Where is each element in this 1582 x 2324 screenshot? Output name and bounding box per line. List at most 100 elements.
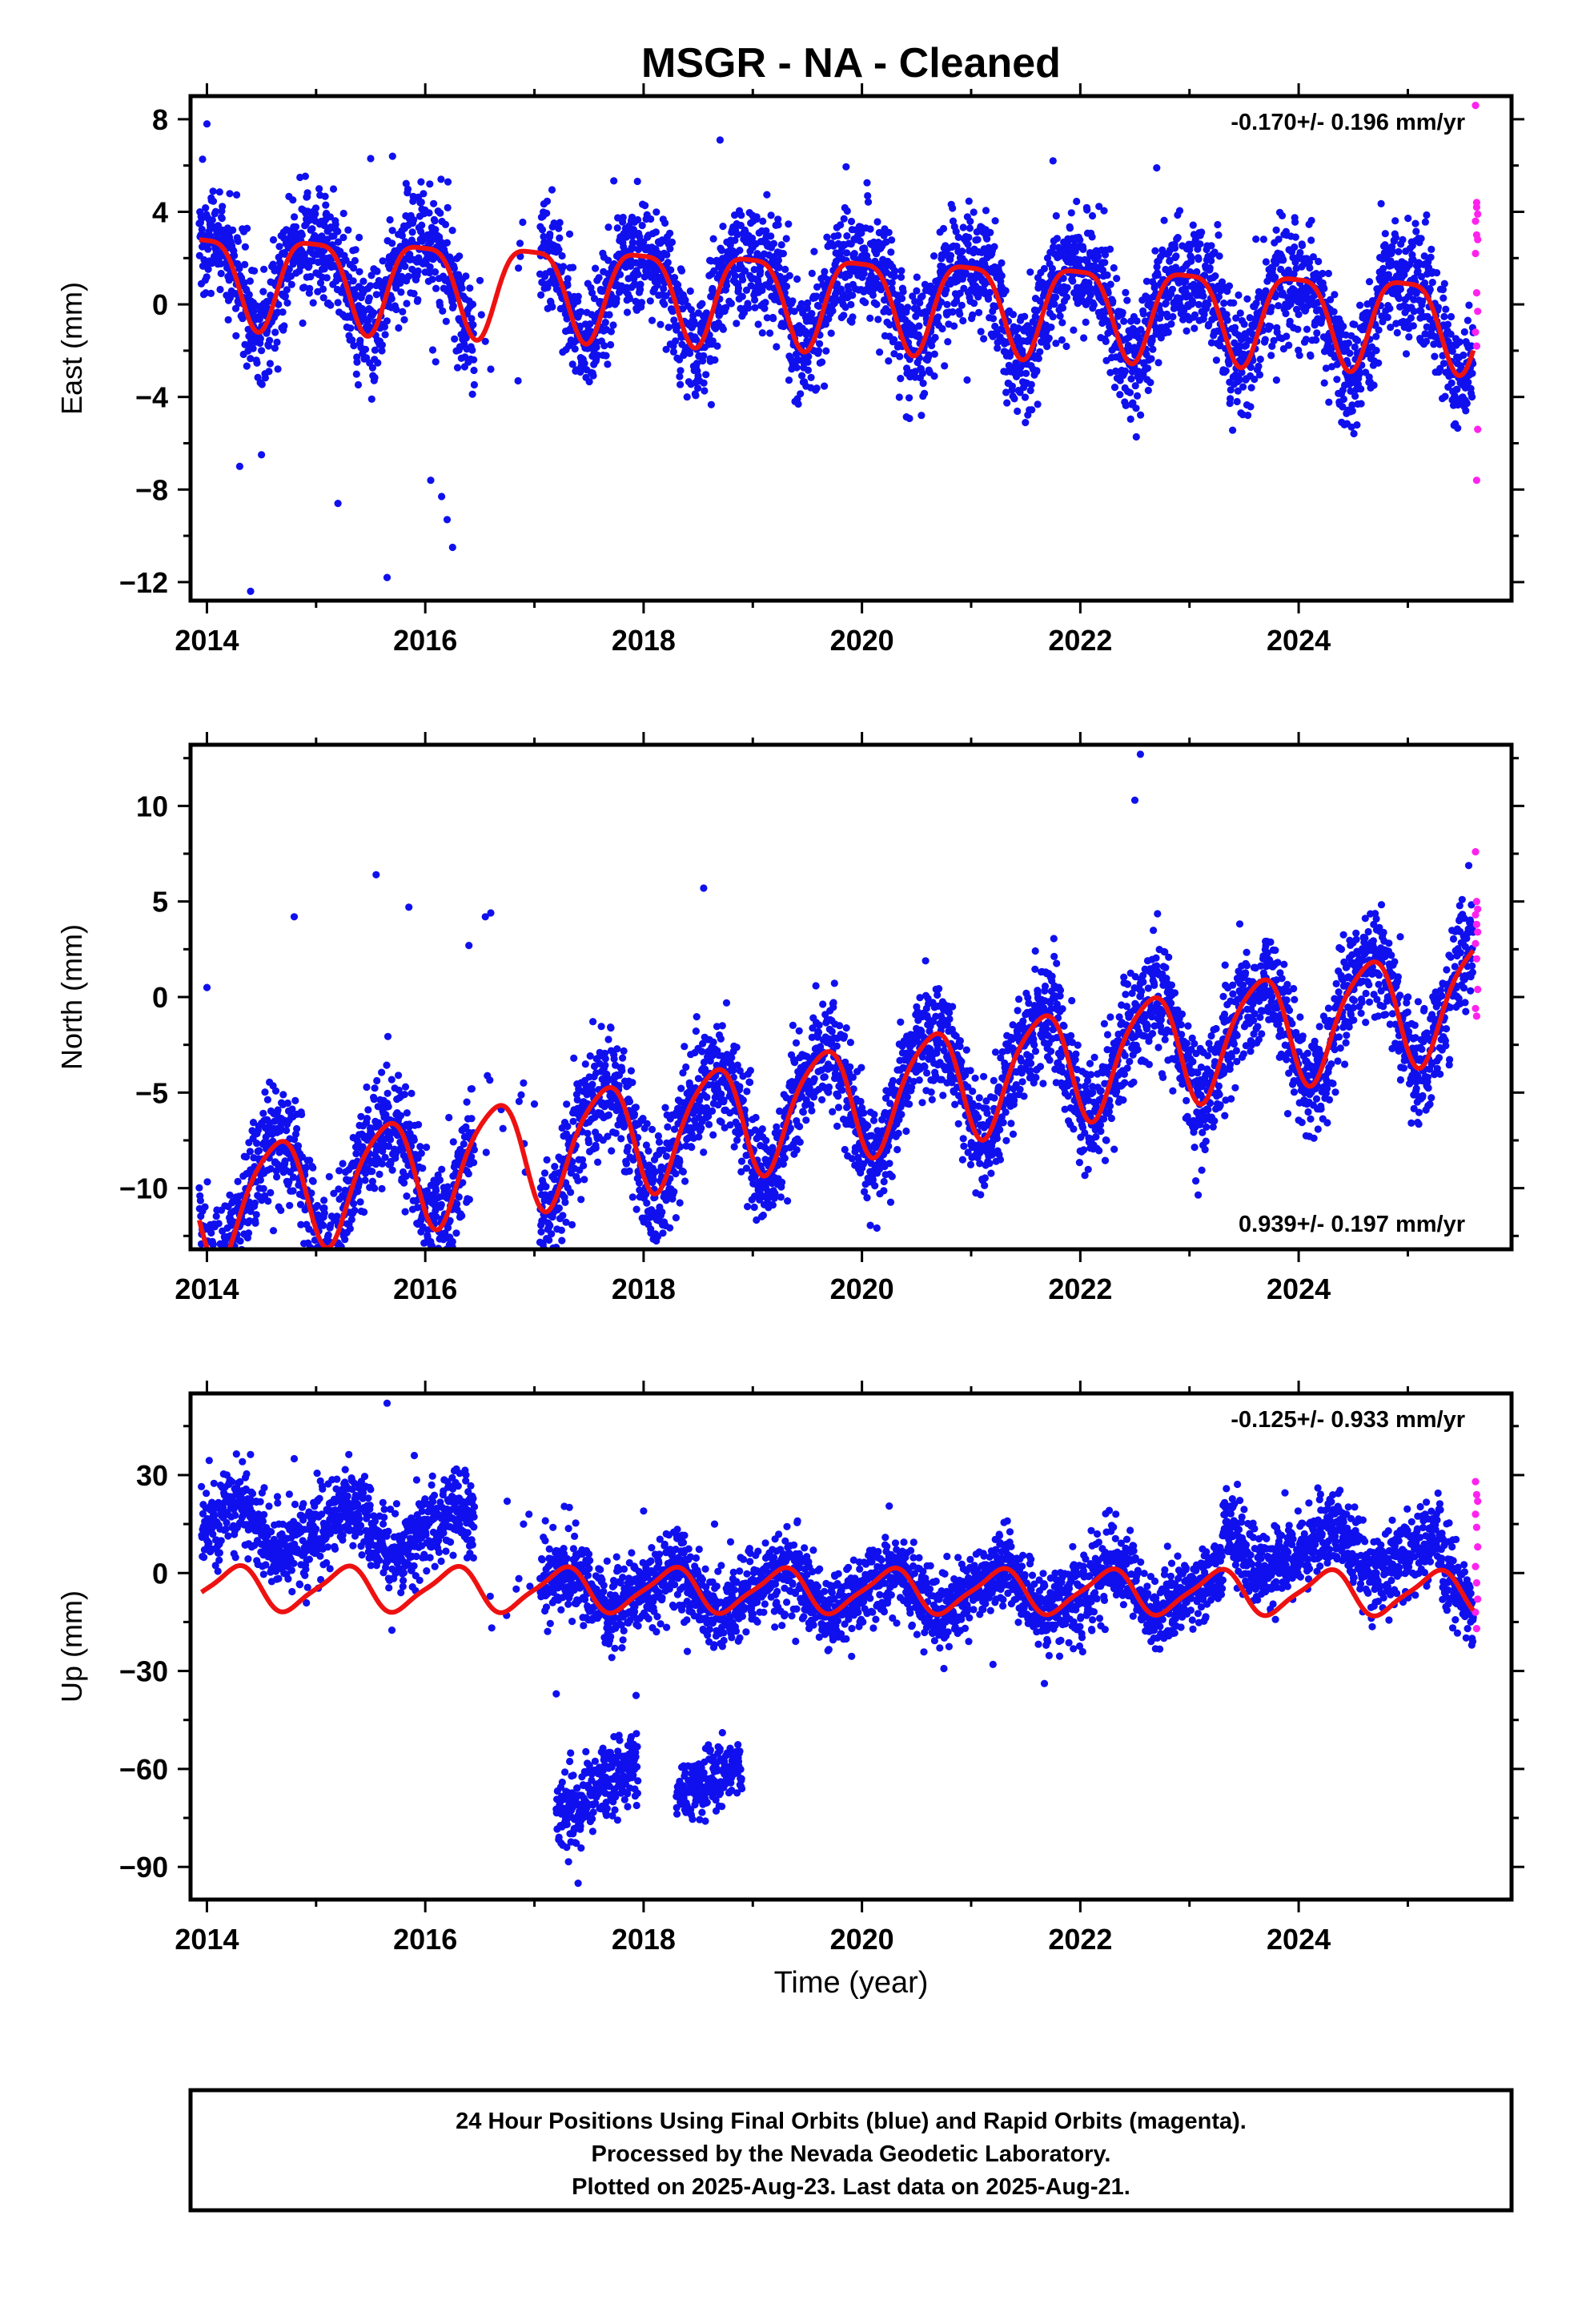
data-point: [327, 301, 335, 309]
data-point: [863, 179, 871, 187]
data-point: [442, 317, 450, 325]
data-point: [1282, 309, 1290, 318]
data-point: [327, 1309, 335, 1316]
data-point: [1028, 406, 1036, 414]
data-point: [1427, 253, 1435, 261]
data-point: [1356, 301, 1364, 309]
data-point: [252, 1211, 260, 1219]
data-point: [1239, 383, 1247, 391]
data-point: [1447, 312, 1456, 321]
data-point: [261, 374, 269, 382]
data-point: [1259, 235, 1267, 243]
data-point: [983, 235, 991, 243]
data-point: [1164, 328, 1172, 336]
data-point: [307, 1256, 315, 1264]
data-point: [283, 1127, 291, 1135]
data-point: [745, 304, 753, 312]
data-point: [329, 185, 338, 193]
data-point: [267, 1188, 275, 1196]
data-point: [1230, 299, 1238, 307]
data-point: [686, 287, 694, 296]
data-point: [592, 264, 600, 272]
data-point: [722, 304, 730, 312]
data-point: [1123, 296, 1131, 304]
data-point: [719, 223, 727, 231]
data-point: [208, 216, 216, 224]
data-point: [761, 304, 769, 312]
data-point: [727, 300, 736, 308]
data-point: [897, 267, 905, 275]
data-point: [255, 1147, 263, 1155]
x-tick-label: 2024: [1267, 624, 1331, 657]
data-point: [634, 271, 642, 279]
data-point: [741, 267, 749, 275]
data-point: [585, 378, 593, 386]
data-point: [1027, 380, 1035, 388]
data-point: [264, 342, 273, 350]
x-tick-label: 2018: [612, 624, 676, 657]
data-point: [1427, 245, 1435, 253]
data-point: [331, 1306, 338, 1313]
data-point: [1126, 415, 1134, 424]
data-point: [1464, 316, 1472, 324]
data-point: [361, 1176, 369, 1184]
data-point: [368, 1168, 376, 1176]
data-point: [1353, 421, 1361, 429]
data-point: [346, 1224, 354, 1232]
data-point: [1348, 407, 1356, 415]
data-point: [742, 286, 751, 294]
data-point: [327, 1261, 335, 1268]
data-point: [196, 1261, 203, 1269]
data-point: [804, 299, 812, 307]
y-tick-label: 0: [152, 288, 168, 321]
data-point: [627, 262, 635, 270]
data-point: [410, 1136, 418, 1144]
data-point: [199, 155, 207, 163]
velocity-rate-label: -0.170+/- 0.196 mm/yr: [1231, 110, 1465, 135]
data-point: [428, 275, 436, 283]
data-point: [196, 1196, 204, 1204]
data-point: [1199, 292, 1207, 300]
data-point: [209, 197, 218, 205]
data-point: [1053, 235, 1061, 243]
data-point: [805, 352, 813, 360]
data-point: [843, 232, 851, 240]
data-point: [206, 1263, 213, 1270]
data-point: [1433, 269, 1441, 277]
data-point: [289, 1187, 297, 1195]
data-point: [431, 268, 440, 276]
data-point: [938, 324, 946, 333]
data-point: [423, 1265, 430, 1273]
data-point: [1381, 230, 1389, 238]
data-point: [897, 375, 905, 383]
data-point: [1285, 341, 1293, 349]
data-point: [429, 1265, 436, 1272]
data-point: [1426, 286, 1434, 294]
data-point: [1182, 327, 1191, 335]
data-point: [230, 1255, 237, 1262]
data-point: [709, 337, 717, 345]
data-point: [516, 239, 524, 247]
data-point: [384, 1103, 392, 1111]
data-point: [274, 365, 282, 373]
data-point: [1307, 236, 1315, 244]
data-point: [1139, 310, 1147, 318]
data-point: [364, 1106, 372, 1114]
data-point: [808, 269, 816, 277]
data-point: [228, 1257, 235, 1265]
data-point: [443, 239, 452, 247]
data-point: [1207, 256, 1215, 265]
data-point: [1124, 341, 1132, 349]
data-point: [815, 302, 823, 310]
data-point: [1043, 343, 1051, 351]
data-point: [710, 267, 718, 275]
data-point: [330, 1267, 337, 1274]
data-point: [1034, 355, 1042, 363]
data-point: [275, 300, 283, 308]
data-point: [1026, 268, 1034, 276]
data-point: [677, 267, 686, 275]
data-point: [1069, 277, 1077, 285]
data-point: [470, 356, 478, 364]
data-point: [874, 316, 882, 324]
data-point: [311, 204, 320, 212]
